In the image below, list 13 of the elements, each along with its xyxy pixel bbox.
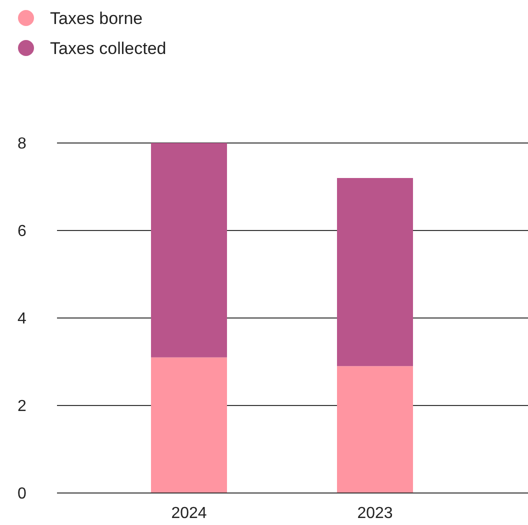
bar — [151, 143, 227, 358]
y-tick-label: 4 — [18, 310, 27, 328]
bar — [337, 366, 413, 493]
x-tick-label: 2023 — [357, 505, 393, 522]
y-tick-label: 2 — [18, 398, 27, 416]
legend-label: Taxes borne — [50, 8, 143, 28]
x-tick-label: 2024 — [171, 505, 207, 522]
bar — [337, 178, 413, 366]
bar — [151, 357, 227, 493]
legend-label: Taxes collected — [50, 38, 166, 58]
y-tick-label: 6 — [18, 223, 27, 240]
y-tick-label: 8 — [18, 136, 27, 153]
y-tick-label: 0 — [18, 486, 27, 503]
